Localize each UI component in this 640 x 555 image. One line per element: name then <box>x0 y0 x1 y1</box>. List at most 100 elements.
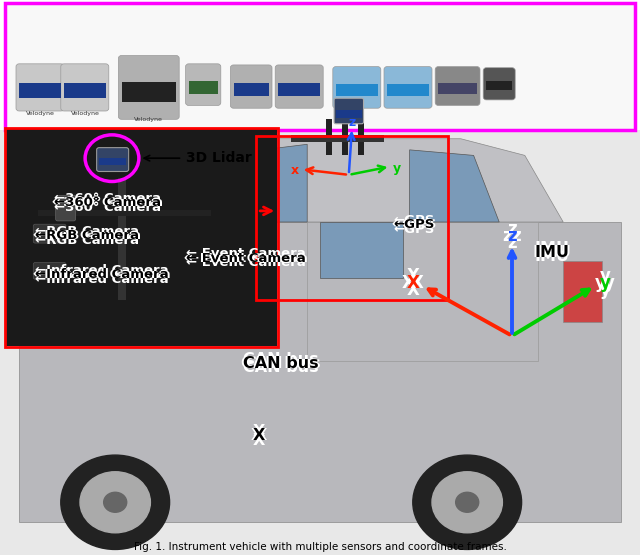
FancyBboxPatch shape <box>384 67 432 108</box>
Text: X: X <box>406 281 419 299</box>
Text: ←Infrared Camera: ←Infrared Camera <box>37 268 171 281</box>
Text: y: y <box>604 274 614 292</box>
Text: ←360° Camera: ←360° Camera <box>54 191 161 205</box>
Bar <box>38 210 211 216</box>
Text: IMU: IMU <box>534 240 570 256</box>
Bar <box>291 135 384 142</box>
Text: ← Event Camera: ← Event Camera <box>186 251 305 265</box>
Text: Velodyne: Velodyne <box>134 117 163 122</box>
Text: ←Infrared Camera: ←Infrared Camera <box>35 268 169 281</box>
Text: X: X <box>253 428 265 443</box>
Text: Velodyne: Velodyne <box>26 111 55 116</box>
FancyBboxPatch shape <box>33 263 66 279</box>
Text: y: y <box>600 274 610 292</box>
Bar <box>358 119 364 155</box>
FancyBboxPatch shape <box>16 64 64 111</box>
FancyBboxPatch shape <box>435 67 480 105</box>
Text: ←RGB Camera: ←RGB Camera <box>37 229 141 243</box>
Text: CAN bus: CAN bus <box>243 356 319 371</box>
Text: X: X <box>402 274 415 292</box>
Bar <box>307 222 538 361</box>
Bar <box>19 83 61 98</box>
Text: Velodyne: Velodyne <box>70 111 100 116</box>
FancyBboxPatch shape <box>483 68 515 100</box>
Text: y: y <box>600 281 610 299</box>
FancyBboxPatch shape <box>97 148 129 171</box>
Text: y: y <box>393 162 401 175</box>
Text: 3D Lidar: 3D Lidar <box>186 151 252 165</box>
Text: ←GPS: ←GPS <box>394 214 435 227</box>
FancyBboxPatch shape <box>334 98 364 124</box>
Text: ←GPS: ←GPS <box>394 218 435 231</box>
Text: ← Event Camera: ← Event Camera <box>188 251 307 265</box>
Bar <box>6 129 277 346</box>
Polygon shape <box>192 144 307 222</box>
Text: ←360° Camera: ←360° Camera <box>56 196 163 209</box>
Text: z: z <box>507 220 517 238</box>
Bar <box>336 84 378 97</box>
Text: y: y <box>600 268 610 285</box>
Text: z: z <box>507 227 517 245</box>
Bar <box>326 119 332 155</box>
Bar <box>342 119 348 155</box>
Text: z: z <box>511 227 522 245</box>
Bar <box>336 110 362 118</box>
Text: ←GPS: ←GPS <box>392 218 433 231</box>
Bar <box>64 83 106 98</box>
Bar <box>99 158 126 165</box>
Bar <box>35 268 112 272</box>
Polygon shape <box>410 150 499 222</box>
Bar <box>234 83 269 96</box>
Text: ←360° Camera: ←360° Camera <box>54 200 161 214</box>
Bar <box>387 84 429 97</box>
Text: ←360° Camera: ←360° Camera <box>54 196 161 209</box>
Circle shape <box>61 455 170 549</box>
FancyBboxPatch shape <box>118 56 179 119</box>
Text: ← Event Camera: ← Event Camera <box>186 256 305 269</box>
Bar <box>35 231 112 236</box>
Text: ←360° Camera: ←360° Camera <box>52 196 159 209</box>
Text: z: z <box>507 234 517 251</box>
FancyBboxPatch shape <box>230 65 272 108</box>
Bar <box>5 3 635 130</box>
Bar <box>0 130 640 555</box>
Polygon shape <box>141 139 563 222</box>
Text: z: z <box>348 115 356 129</box>
Bar <box>563 261 602 322</box>
Bar <box>189 81 218 94</box>
FancyBboxPatch shape <box>186 64 221 105</box>
Text: IMU: IMU <box>532 245 568 260</box>
Text: X: X <box>253 432 265 448</box>
Text: CAN bus: CAN bus <box>245 356 321 371</box>
Text: X: X <box>411 274 424 292</box>
Text: IMU: IMU <box>536 245 572 260</box>
FancyBboxPatch shape <box>275 65 323 108</box>
Text: ←GPS: ←GPS <box>396 218 437 231</box>
Text: ←Infrared Camera: ←Infrared Camera <box>35 264 169 277</box>
FancyBboxPatch shape <box>56 195 76 221</box>
Text: Fig. 1. Instrument vehicle with multiple sensors and coordinate frames.: Fig. 1. Instrument vehicle with multiple… <box>134 542 506 552</box>
Bar <box>278 83 320 96</box>
Text: ←RGB Camera: ←RGB Camera <box>35 229 140 243</box>
Text: ← Event Camera: ← Event Camera <box>184 251 303 265</box>
Bar <box>122 82 176 102</box>
Bar <box>19 222 621 522</box>
Text: X: X <box>406 268 419 285</box>
Bar <box>118 178 126 300</box>
Text: X: X <box>251 428 263 443</box>
Bar <box>256 136 448 300</box>
Text: x: x <box>291 164 298 177</box>
Text: ←RGB Camera: ←RGB Camera <box>33 229 138 243</box>
Text: ←Infrared Camera: ←Infrared Camera <box>33 268 167 281</box>
Bar <box>438 83 477 94</box>
Text: X: X <box>255 428 267 443</box>
Circle shape <box>432 472 502 533</box>
Text: IMU: IMU <box>534 249 570 265</box>
Text: CAN bus: CAN bus <box>243 351 319 367</box>
Bar <box>486 81 512 90</box>
Text: ← Event Camera: ← Event Camera <box>186 247 305 260</box>
Text: X: X <box>406 274 419 292</box>
Text: ←RGB Camera: ←RGB Camera <box>35 225 140 238</box>
Text: IMU: IMU <box>534 245 570 260</box>
Text: ←RGB Camera: ←RGB Camera <box>35 234 140 247</box>
